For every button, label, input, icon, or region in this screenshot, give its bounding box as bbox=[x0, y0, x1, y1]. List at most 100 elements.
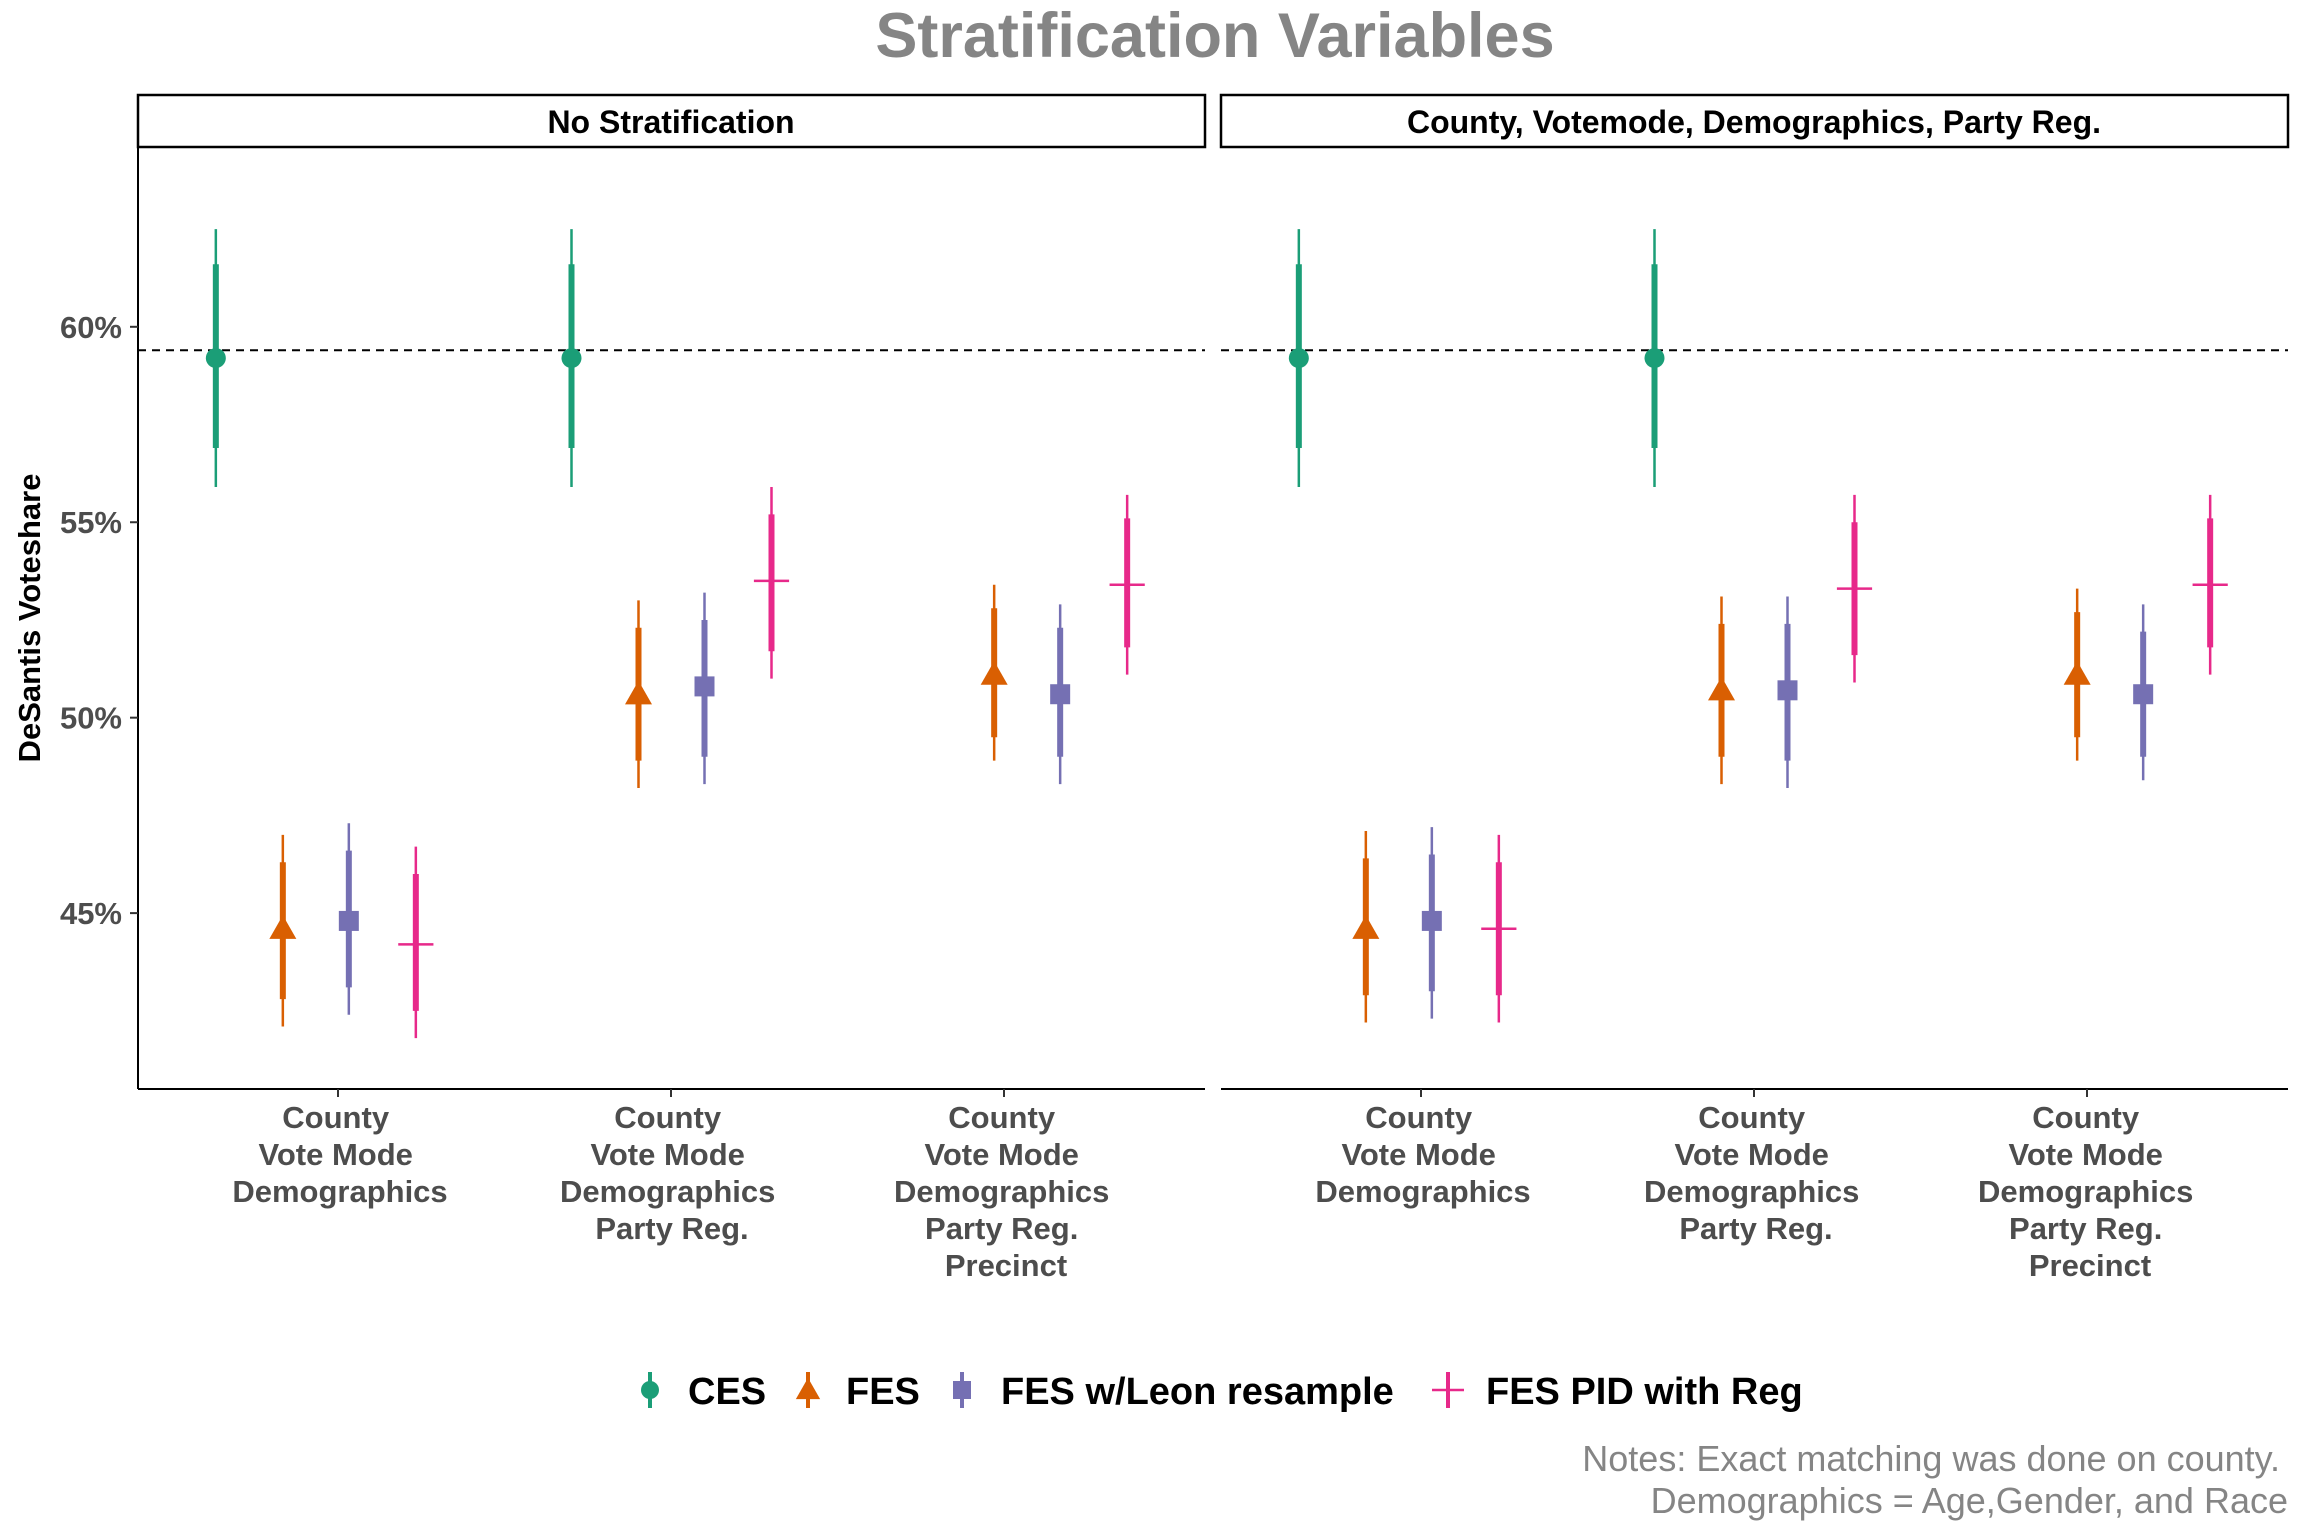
y-tick-label-50: 50% bbox=[60, 701, 122, 736]
note-line-1: Notes: Exact matching was done on county… bbox=[1582, 1438, 2280, 1479]
legend-key-shape bbox=[641, 1381, 659, 1399]
point-range-fes-pid-with-reg bbox=[2192, 494, 2228, 675]
x-label-line: Vote Mode bbox=[590, 1137, 744, 1172]
x-label-line: Demographics bbox=[1644, 1174, 1859, 1209]
x-label-line: County bbox=[1698, 1100, 1806, 1135]
strip-right-title: County, Votemode, Demographics, Party Re… bbox=[1407, 104, 2101, 140]
note-line-2: Demographics = Age,Gender, and Race bbox=[1651, 1480, 2288, 1521]
y-tick-label-60: 60% bbox=[60, 310, 122, 345]
point-range-fes-w-leon-resample bbox=[694, 592, 715, 785]
point-estimate-ces bbox=[1644, 348, 1665, 369]
x-label-line: Vote Mode bbox=[924, 1137, 1078, 1172]
x-label-line: Party Reg. bbox=[2009, 1211, 2162, 1246]
legend-key-shape bbox=[953, 1381, 971, 1399]
x-tick-label-left-1: County Vote Mode Demographics Party Reg. bbox=[560, 1100, 784, 1246]
x-label-line: County bbox=[614, 1100, 722, 1135]
data-marks bbox=[205, 229, 2228, 1039]
point-estimate-fes bbox=[269, 915, 297, 939]
x-label-line: Vote Mode bbox=[1341, 1137, 1495, 1172]
x-tick-label-left-0: County Vote Mode Demographics bbox=[232, 1100, 447, 1209]
point-estimate-fes-pid-with-reg bbox=[1836, 571, 1873, 607]
strip-left-box bbox=[136, 93, 1207, 149]
point-range-fes bbox=[1708, 596, 1735, 785]
point-estimate-ces bbox=[205, 348, 226, 369]
point-range-fes-pid-with-reg bbox=[753, 487, 790, 679]
strip-right-box bbox=[1219, 93, 2290, 149]
point-estimate-ces bbox=[561, 348, 582, 369]
legend-key-fes-pid bbox=[1432, 1372, 1464, 1408]
x-tick-label-left-2: County Vote Mode Demographics Party Reg.… bbox=[894, 1100, 1118, 1283]
legend-item-fes-leon: FES w/Leon resample bbox=[953, 1371, 1394, 1413]
x-label-line: Vote Mode bbox=[2008, 1137, 2162, 1172]
point-estimate-fes-w-leon-resample bbox=[1777, 680, 1798, 701]
x-label-line: Party Reg. bbox=[1679, 1211, 1832, 1246]
legend-key-ces bbox=[641, 1372, 659, 1408]
point-range-fes bbox=[269, 834, 297, 1027]
y-tick-label-55: 55% bbox=[60, 505, 122, 540]
x-label-line: Precinct bbox=[2029, 1248, 2151, 1283]
point-estimate-fes-pid-with-reg bbox=[753, 563, 790, 599]
point-estimate-fes bbox=[980, 661, 1008, 685]
point-estimate-fes-w-leon-resample bbox=[694, 676, 715, 697]
point-range-fes bbox=[625, 600, 652, 789]
x-label-line: Party Reg. bbox=[925, 1211, 1078, 1246]
point-estimate-fes-pid-with-reg bbox=[1481, 911, 1517, 947]
x-label-line: Demographics bbox=[1315, 1174, 1530, 1209]
point-estimate-fes-pid-with-reg bbox=[398, 926, 434, 962]
legend-label-ces: CES bbox=[688, 1371, 766, 1413]
x-label-line: Vote Mode bbox=[1674, 1137, 1828, 1172]
point-estimate-fes bbox=[625, 680, 652, 705]
legend-item-fes-pid: FES PID with Reg bbox=[1432, 1371, 1803, 1413]
point-range-fes bbox=[980, 584, 1008, 761]
legend-label-fes-pid: FES PID with Reg bbox=[1486, 1371, 1803, 1413]
x-label-line: Vote Mode bbox=[258, 1137, 412, 1172]
point-range-ces bbox=[1288, 229, 1309, 488]
point-range-fes bbox=[1352, 831, 1380, 1023]
strip-left-title: No Stratification bbox=[547, 104, 794, 140]
x-label-line: County bbox=[1365, 1100, 1473, 1135]
x-tick-label-right-2: County Vote Mode Demographics Party Reg.… bbox=[1978, 1100, 2202, 1283]
x-label-line: County bbox=[282, 1100, 390, 1135]
x-label-line: County bbox=[2032, 1100, 2140, 1135]
point-estimate-fes-pid-with-reg bbox=[2192, 567, 2228, 603]
point-range-fes-w-leon-resample bbox=[1421, 827, 1442, 1019]
y-axis-ticks: 45% 50% 55% 60% bbox=[60, 310, 138, 931]
x-tick-label-right-1: County Vote Mode Demographics Party Reg. bbox=[1644, 1100, 1868, 1246]
point-range-fes-pid-with-reg bbox=[398, 846, 434, 1039]
point-estimate-fes-pid-with-reg bbox=[1109, 567, 1145, 603]
x-label-line: Demographics bbox=[894, 1174, 1109, 1209]
legend-label-fes-leon: FES w/Leon resample bbox=[1001, 1371, 1394, 1413]
legend-key-shape bbox=[1432, 1374, 1464, 1406]
point-range-fes-pid-with-reg bbox=[1481, 834, 1517, 1023]
legend: CES FES FES w/Leon resample FES PID with… bbox=[641, 1371, 1803, 1413]
point-range-fes bbox=[2063, 588, 2091, 761]
x-label-line: Precinct bbox=[945, 1248, 1067, 1283]
x-axis-left-ticks bbox=[337, 1089, 1005, 1097]
legend-item-fes: FES bbox=[795, 1371, 920, 1413]
point-estimate-fes bbox=[2063, 661, 2091, 685]
legend-key-shape bbox=[795, 1377, 821, 1400]
y-axis-label: DeSantis Voteshare bbox=[12, 474, 47, 763]
point-estimate-fes-w-leon-resample bbox=[338, 910, 359, 931]
legend-label-fes: FES bbox=[846, 1371, 920, 1413]
x-label-line: County bbox=[948, 1100, 1056, 1135]
point-estimate-fes-w-leon-resample bbox=[1050, 684, 1071, 705]
point-range-fes-w-leon-resample bbox=[1050, 604, 1071, 785]
x-axis-right-ticks bbox=[1420, 1089, 2088, 1097]
point-range-fes-pid-with-reg bbox=[1109, 494, 1145, 675]
x-label-line: Demographics bbox=[1978, 1174, 2193, 1209]
y-tick-label-45: 45% bbox=[60, 896, 122, 931]
point-range-fes-w-leon-resample bbox=[1777, 596, 1798, 789]
point-estimate-fes bbox=[1352, 915, 1380, 939]
point-estimate-fes-w-leon-resample bbox=[1421, 910, 1442, 931]
point-estimate-fes-w-leon-resample bbox=[2133, 684, 2154, 705]
legend-item-ces: CES bbox=[641, 1371, 766, 1413]
chart-title: Stratification Variables bbox=[875, 1, 1554, 71]
x-label-line: Demographics bbox=[560, 1174, 775, 1209]
point-range-fes-w-leon-resample bbox=[2133, 604, 2154, 781]
legend-key-fes bbox=[795, 1372, 821, 1408]
point-estimate-fes bbox=[1708, 676, 1735, 701]
point-range-ces bbox=[205, 229, 226, 488]
point-estimate-ces bbox=[1288, 348, 1309, 369]
